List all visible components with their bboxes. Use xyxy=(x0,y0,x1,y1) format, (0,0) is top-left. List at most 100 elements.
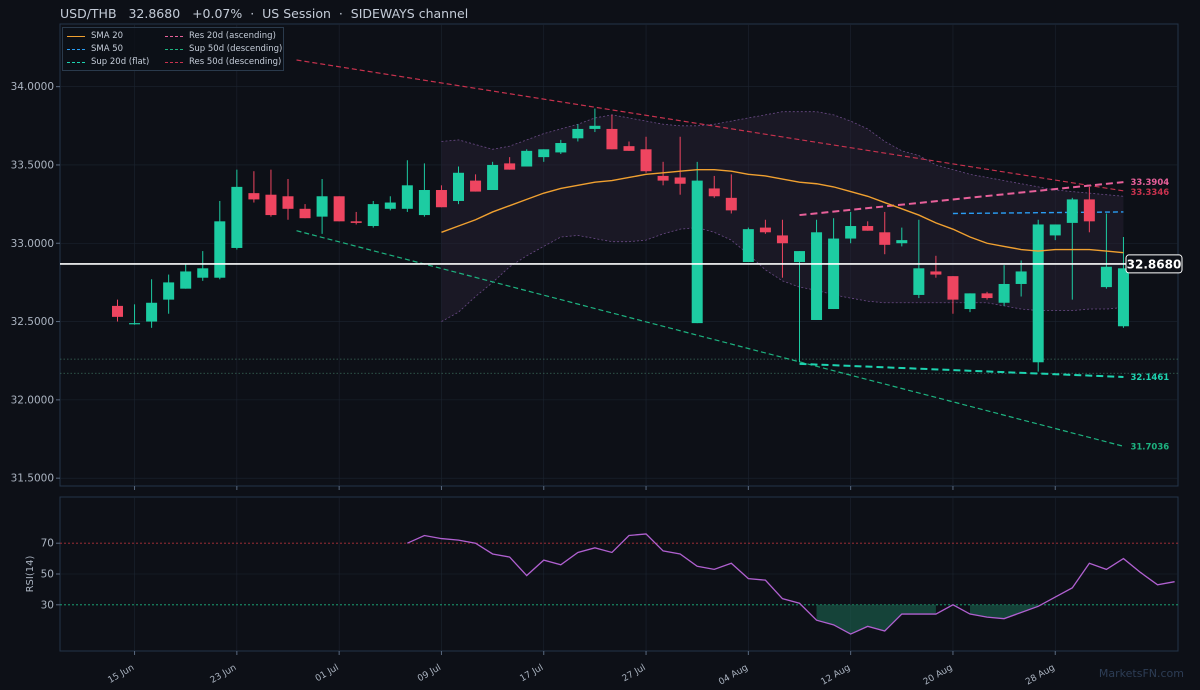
rsi-axis-label: RSI(14) xyxy=(25,556,36,593)
candle-body xyxy=(453,172,464,201)
candle-body xyxy=(1117,268,1129,327)
candle-body xyxy=(742,229,754,263)
watermark: MarketsFN.com xyxy=(1098,667,1184,680)
candle-body xyxy=(333,196,345,222)
candle-body xyxy=(776,235,788,244)
candle-body xyxy=(146,302,158,322)
candle-body xyxy=(572,128,584,139)
legend-item-res50: Res 50d (descending) xyxy=(165,56,281,68)
candle-body xyxy=(759,227,771,233)
candle-body xyxy=(862,226,874,231)
chart-legend: SMA 20 SMA 50 Sup 20d (flat) Res 20d (as… xyxy=(62,27,284,71)
trendline xyxy=(296,59,1124,192)
candle-body xyxy=(674,177,686,184)
candle-body xyxy=(1100,266,1112,288)
candle-body xyxy=(435,190,447,208)
change: +0.07% xyxy=(192,6,243,21)
rsi-tick-label: 70 xyxy=(41,538,54,550)
candle-body xyxy=(1015,271,1027,284)
candle-body xyxy=(112,305,123,317)
candle-body xyxy=(180,271,192,289)
candle-body xyxy=(811,232,823,320)
date-label: 23 Jun xyxy=(209,663,239,686)
date-label: 01 Jul xyxy=(314,663,341,684)
candle-body xyxy=(316,196,328,217)
price-tick-label: 32.0000 xyxy=(11,394,54,406)
candle-body xyxy=(504,163,516,170)
candle-body xyxy=(947,276,959,300)
candle-body xyxy=(623,146,635,151)
candle-body xyxy=(1066,199,1078,223)
legend-item-res20: Res 20d (ascending) xyxy=(165,30,276,42)
legend-item-sup20: Sup 20d (flat) xyxy=(67,56,149,68)
candle-body xyxy=(470,180,482,192)
candle-body xyxy=(487,164,499,191)
date-label: 20 Aug xyxy=(922,663,955,688)
rsi-tick-label: 30 xyxy=(41,599,54,611)
candle-body xyxy=(725,197,737,211)
candle-body xyxy=(367,204,379,227)
date-label: 09 Jul xyxy=(416,663,443,684)
date-label: 28 Aug xyxy=(1024,663,1057,688)
trendline-value-label: 31.7036 xyxy=(1130,442,1169,452)
candle-body xyxy=(163,282,175,300)
candle-body xyxy=(1049,224,1061,236)
date-label: 27 Jul xyxy=(621,663,648,684)
candle-body xyxy=(384,202,396,209)
candle-body xyxy=(606,128,618,150)
current-price-tag xyxy=(1125,254,1183,274)
candle-body xyxy=(1083,199,1095,222)
candle-body xyxy=(845,226,857,239)
candle-body xyxy=(879,232,891,245)
candle-body xyxy=(964,293,976,310)
legend-item-sma20: SMA 20 xyxy=(67,30,123,42)
sma20-line xyxy=(441,168,1124,254)
candle-body xyxy=(998,283,1010,303)
price-tick-label: 32.5000 xyxy=(11,316,54,328)
price-tick-label: 31.5000 xyxy=(11,473,54,485)
candle-body xyxy=(299,208,311,219)
candle-body xyxy=(794,251,805,263)
candle-body xyxy=(981,293,993,299)
price-tick-label: 34.0000 xyxy=(11,81,54,93)
candle-body xyxy=(1032,224,1044,363)
bollinger-lower-line xyxy=(441,227,1124,322)
date-label: 17 Jul xyxy=(518,663,545,684)
trendline-value-label: 33.3904 xyxy=(1130,178,1169,188)
candle-body xyxy=(418,190,430,216)
price: 32.8680 xyxy=(128,6,181,21)
current-price-value: 32.8680 xyxy=(1127,257,1182,271)
date-label: 12 Aug xyxy=(820,663,853,688)
candle-body xyxy=(214,221,226,278)
candle-body xyxy=(896,240,908,244)
candle-body xyxy=(913,268,925,295)
date-label: 15 Jun xyxy=(106,663,136,686)
chart-header: USD/THB 32.8680 +0.07% · US Session · SI… xyxy=(60,6,469,21)
date-label: 04 Aug xyxy=(717,663,750,688)
symbol: USD/THB xyxy=(60,6,117,21)
candle-body xyxy=(930,271,942,275)
candle-body xyxy=(231,186,243,248)
regime: SIDEWAYS channel xyxy=(350,6,469,21)
trendline xyxy=(296,230,1124,447)
price-tick-label: 33.5000 xyxy=(11,159,54,171)
trendline-value-label: 33.3346 xyxy=(1130,188,1169,198)
sma50-line xyxy=(952,211,1124,215)
candle-body xyxy=(640,149,652,172)
candle-body xyxy=(521,150,533,167)
candle-body xyxy=(657,175,669,181)
session: US Session xyxy=(262,6,331,21)
rsi-tick-label: 50 xyxy=(41,569,54,581)
candle-body xyxy=(265,194,277,216)
candle-body xyxy=(708,188,720,197)
candle-body xyxy=(555,143,567,153)
candle-body xyxy=(248,193,260,200)
legend-item-sup50: Sup 50d (descending) xyxy=(165,43,282,55)
price-tick-label: 33.0000 xyxy=(11,238,54,250)
rsi-oversold-fill xyxy=(816,604,1039,635)
candle-body xyxy=(282,196,294,209)
candle-body xyxy=(828,238,840,310)
candle-body xyxy=(589,125,601,129)
bollinger-band-fill xyxy=(441,111,1124,322)
candle-body xyxy=(401,185,413,209)
